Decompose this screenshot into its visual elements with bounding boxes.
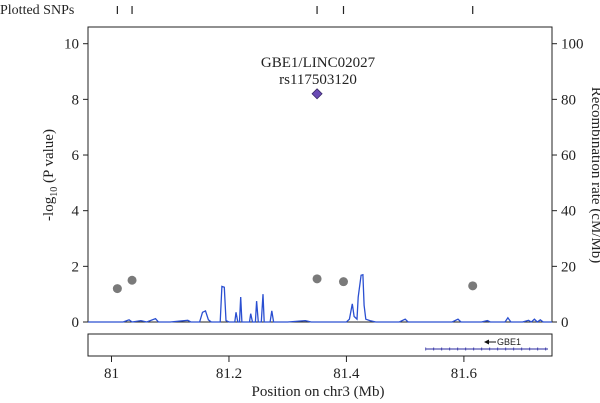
gene-direction-arrowhead [484,339,489,345]
recombination-layer [88,273,552,323]
snp-track [116,6,474,14]
lead-snp-gene-label: GBE1/LINC02027 [261,55,376,71]
x-tick-label: 81.6 [451,366,478,382]
left-y-tick-label: 10 [64,37,79,53]
snp-point [312,274,322,284]
lead-snp-rsid-label: rs117503120 [279,72,357,88]
left-y-axis-title-rest: (P value) [41,129,57,187]
right-y-tick-label: 80 [561,92,576,108]
left-y-tick-label: 4 [72,204,80,220]
right-y-tick-label: 0 [561,315,569,331]
gene-track: GBE1 [425,337,548,351]
gene-track-frame [87,333,553,357]
snp-point [112,284,122,294]
left-y-tick-label: 8 [72,92,80,108]
right-y-axis-title: Recombination rate (cM/Mb) [588,87,600,264]
left-y-tick-label: 6 [72,148,80,164]
right-y-tick-label: 100 [561,37,584,53]
right-y-tick-label: 60 [561,148,576,164]
left-y-tick-label: 2 [72,259,80,275]
snp-point [338,277,348,287]
left-y-axis-title-main: -log [41,196,57,221]
left-y-axis-title: -log10 (P value) [41,129,60,221]
right-y-tick-label: 40 [561,204,576,220]
snp-point [468,281,478,291]
x-tick-label: 81.2 [216,366,242,382]
x-tick-label: 81.4 [333,366,360,382]
lead-snp [311,88,323,100]
x-tick-label: 81 [104,366,119,382]
x-axis-title: Position on chr3 (Mb) [252,384,385,400]
right-y-axis: 0 20 40 60 80 100 [552,37,584,331]
right-y-tick-label: 20 [561,259,576,275]
left-y-axis-title-sub: 10 [49,187,60,197]
gene-label: GBE1 [497,337,521,347]
left-y-axis: 0 2 4 6 8 10 [64,37,88,331]
snp-track-label: Plotted SNPs [0,3,74,18]
x-axis: 81 81.2 81.4 81.6 [104,356,478,382]
snp-point [127,275,137,285]
lead-snp-marker [311,88,323,100]
snp-points [112,274,478,294]
left-y-tick-label: 0 [72,315,80,331]
recombination-line [88,273,552,323]
